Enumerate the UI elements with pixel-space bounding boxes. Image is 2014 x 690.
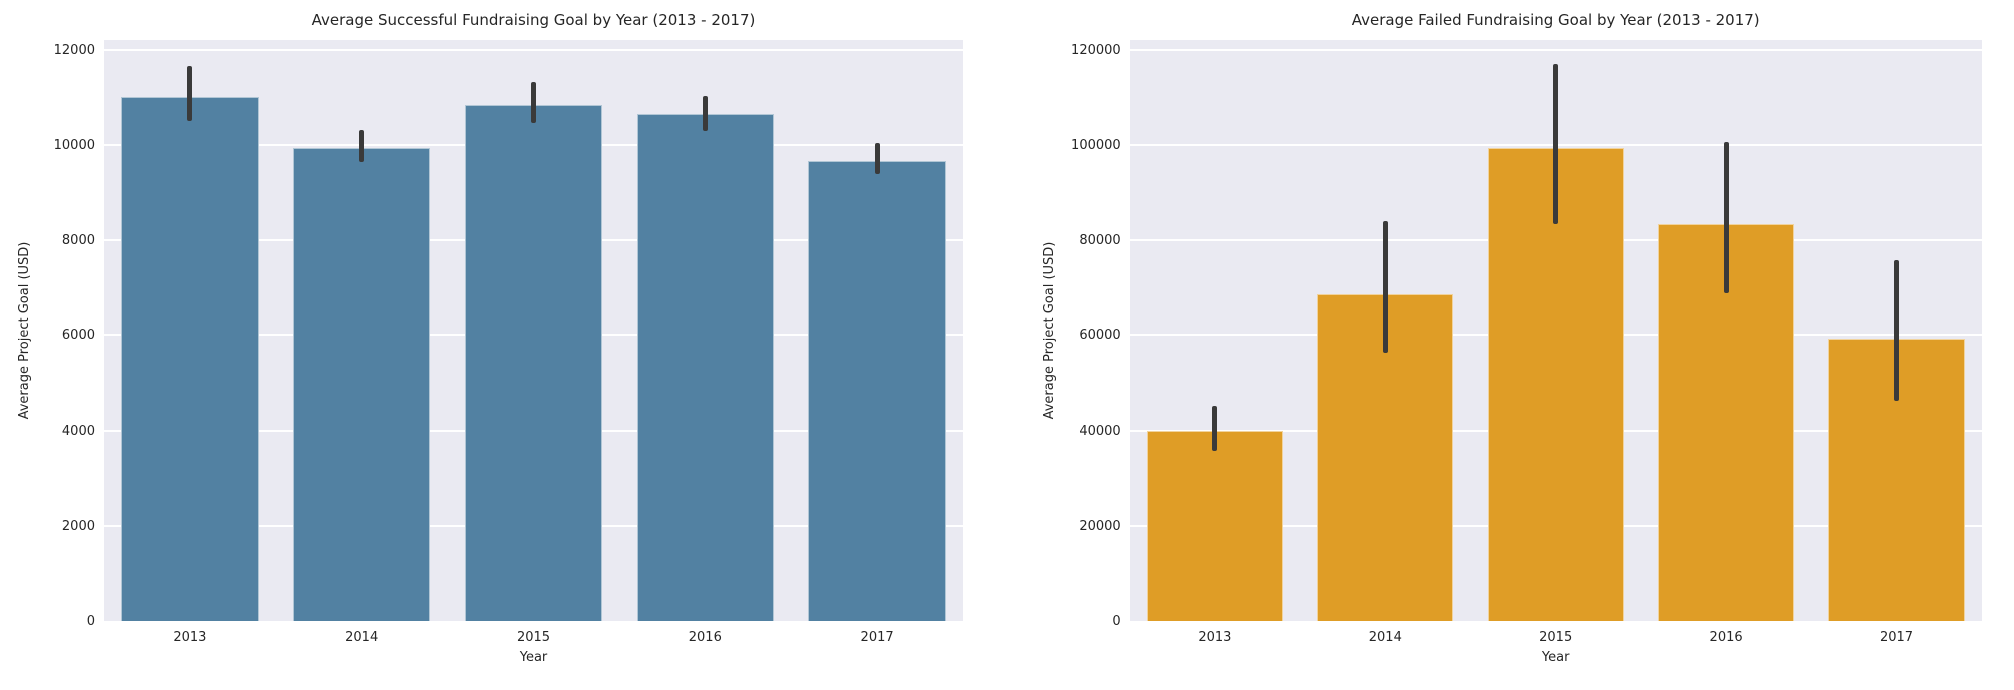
y-tick-label: 60000: [1079, 328, 1121, 344]
gridline: [104, 48, 963, 51]
x-tick-label: 2017: [860, 630, 894, 645]
y-tick-label: 6000: [61, 328, 95, 344]
error-bar-2014: [1382, 220, 1388, 354]
y-tick-label: 20000: [1079, 518, 1121, 534]
bar-2015: [1487, 148, 1624, 621]
y-tick-label: 120000: [1071, 42, 1121, 58]
error-bar-2015: [1553, 64, 1559, 224]
bar-2014: [292, 147, 431, 621]
y-tick-label: 80000: [1079, 233, 1121, 249]
bar-2017: [808, 160, 946, 621]
y-tick-label: 10000: [53, 137, 95, 153]
y-tick-label: 100000: [1071, 137, 1121, 153]
bar-2013: [1146, 430, 1284, 621]
error-bar-2017: [1893, 260, 1899, 402]
error-bar-2014: [359, 129, 365, 163]
x-tick-label: 2017: [1879, 630, 1914, 645]
gridline: [1129, 48, 1982, 51]
chart-title: Average Successful Fundraising Goal by Y…: [311, 11, 756, 29]
y-tick-label: 0: [1112, 614, 1121, 629]
error-bar-2013: [187, 65, 193, 122]
x-tick-label: 2015: [516, 630, 551, 645]
y-tick-label: 40000: [1079, 423, 1121, 439]
y-tick-label: 2000: [61, 518, 95, 534]
y-tick-label: 4000: [61, 423, 95, 439]
bar-2013: [121, 97, 259, 621]
chart-panel-successful: Average Successful Fundraising Goal by Y…: [17, 11, 963, 665]
error-bar-2016: [1723, 142, 1729, 293]
plot-area: [1129, 40, 1982, 621]
chart-panel-failed: Average Failed Fundraising Goal by Year …: [1007, 0, 2014, 690]
error-bar-2013: [1212, 406, 1218, 451]
bar-2016: [636, 114, 775, 621]
error-bar-2016: [702, 96, 708, 132]
error-bar-2015: [531, 82, 536, 123]
x-tick-label: 2016: [1709, 630, 1743, 645]
x-tick-label: 2013: [1198, 630, 1232, 645]
x-axis-label: Year: [519, 650, 548, 665]
y-tick-label: 8000: [61, 233, 95, 249]
x-axis-label: Year: [1541, 650, 1570, 665]
error-bar-2017: [874, 142, 880, 174]
x-tick-label: 2014: [345, 630, 379, 645]
y-tick-label: 0: [86, 614, 95, 629]
plot-area: [104, 40, 963, 621]
x-tick-label: 2016: [688, 630, 722, 645]
chart-title: Average Failed Fundraising Goal by Year …: [1351, 11, 1760, 29]
bar-2015: [464, 104, 603, 621]
x-tick-label: 2013: [173, 630, 207, 645]
x-tick-label: 2014: [1368, 630, 1402, 645]
y-tick-label: 12000: [53, 42, 95, 58]
x-tick-label: 2015: [1539, 630, 1573, 645]
